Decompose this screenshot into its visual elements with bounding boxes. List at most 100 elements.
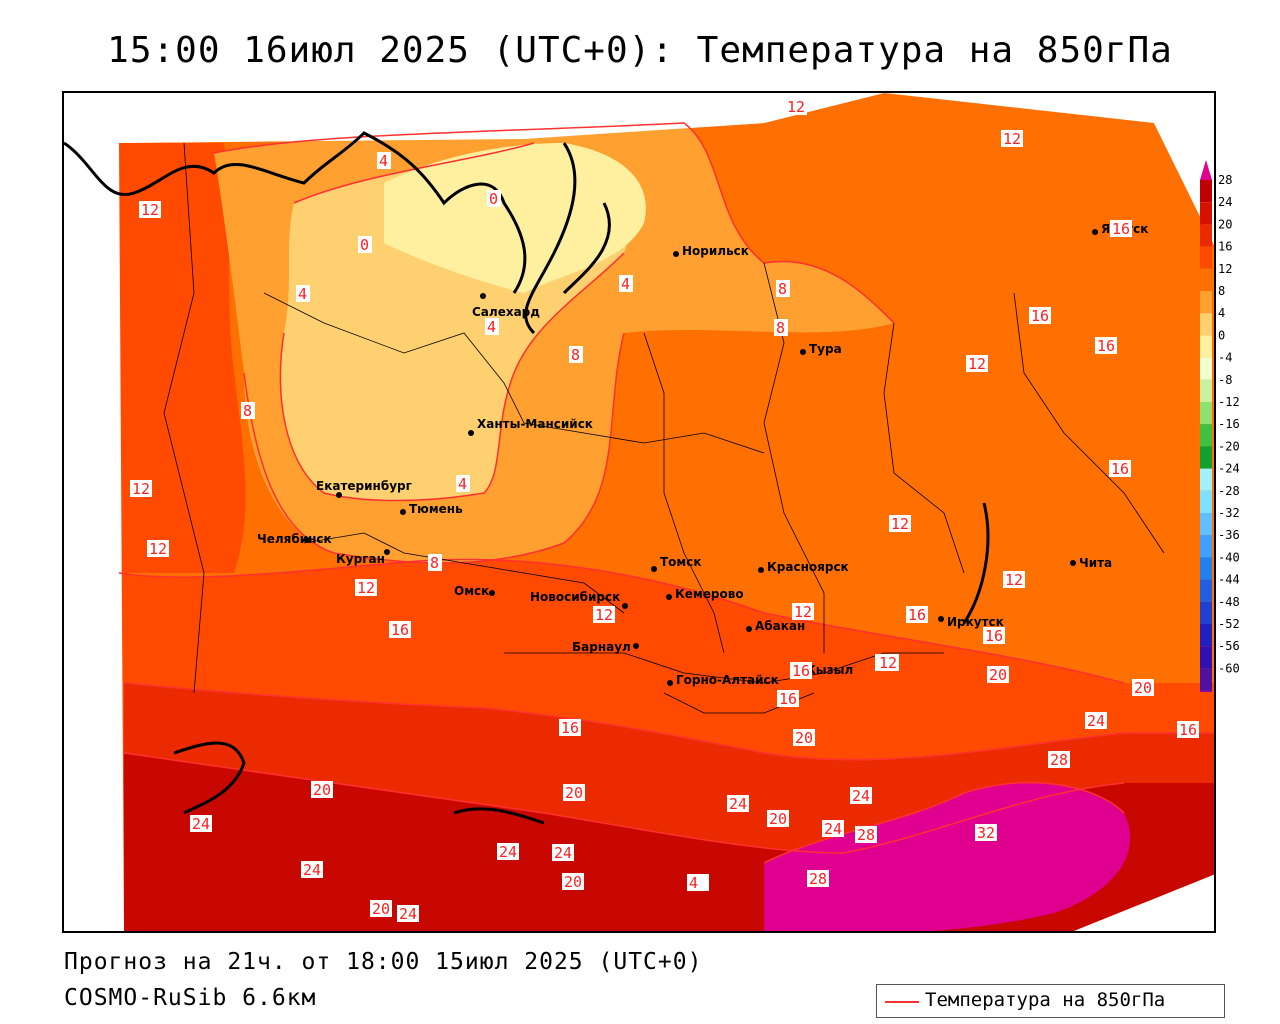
city-abakan: Абакан <box>746 619 805 633</box>
colorbar-tick-label: -16 <box>1218 417 1240 431</box>
svg-text:20: 20 <box>564 873 582 891</box>
colorbar-swatch <box>1200 180 1212 203</box>
svg-text:4: 4 <box>379 152 388 170</box>
outside-domain-ne <box>1154 94 1214 245</box>
svg-text:Салехард: Салехард <box>472 305 540 319</box>
svg-text:4: 4 <box>298 285 307 303</box>
svg-text:12: 12 <box>132 480 150 498</box>
colorbar-tick-label: 24 <box>1218 195 1232 209</box>
legend-label: Температура на 850гПа <box>925 989 1166 1011</box>
svg-text:20: 20 <box>769 810 787 828</box>
svg-text:24: 24 <box>852 787 870 805</box>
colorbar-swatch <box>1200 535 1212 558</box>
svg-text:12: 12 <box>891 515 909 533</box>
colorbar-swatch <box>1200 468 1212 491</box>
colorbar-tick-label: 16 <box>1218 240 1232 254</box>
svg-text:16: 16 <box>1111 460 1129 478</box>
svg-text:8: 8 <box>776 319 785 337</box>
svg-text:16: 16 <box>908 606 926 624</box>
colorbar-tick-label: 20 <box>1218 217 1232 231</box>
colorbar-tick-label: 0 <box>1218 328 1225 342</box>
colorbar-swatch <box>1200 291 1212 314</box>
colorbar-tick-label: -56 <box>1218 639 1240 653</box>
city-chelyabinsk: Челябинск <box>257 532 332 546</box>
outside-domain-nw <box>64 93 884 143</box>
svg-text:12: 12 <box>879 654 897 672</box>
colorbar-tick-label: 4 <box>1218 306 1225 320</box>
svg-text:4: 4 <box>689 874 698 892</box>
city-yekaterinburg: Екатеринбург <box>316 479 412 498</box>
map-canvas: Норильск Якутск Салехард Тура Ханты-Манс… <box>64 93 1214 931</box>
colorbar-swatch <box>1200 246 1212 269</box>
svg-text:20: 20 <box>565 784 583 802</box>
temperature-colorbar: 28 24 20 16 12 8 4 0 -4 -8 -12 -16 -20 -24 -28 -32 -36 -4… <box>1200 160 1240 692</box>
colorbar-swatch <box>1200 424 1212 447</box>
colorbar-swatch <box>1200 513 1212 536</box>
svg-text:8: 8 <box>243 402 252 420</box>
svg-text:16: 16 <box>1179 721 1197 739</box>
city-gorno-altaysk: Горно-Алтайск <box>667 673 779 687</box>
model-line: COSMO-RuSib 6.6км <box>64 985 317 1011</box>
svg-text:Иркутск: Иркутск <box>947 615 1004 629</box>
colorbar-tick-label: 8 <box>1218 284 1225 298</box>
svg-text:Ханты-Мансийск: Ханты-Мансийск <box>477 417 593 431</box>
svg-text:Тура: Тура <box>809 342 842 356</box>
svg-text:12: 12 <box>1003 130 1021 148</box>
colorbar-tick-label: -48 <box>1218 595 1240 609</box>
city-omsk: Омск <box>454 584 495 598</box>
colorbar-swatch <box>1200 268 1212 291</box>
colorbar-tick-label: -44 <box>1218 573 1240 587</box>
svg-text:Новосибирск: Новосибирск <box>530 590 620 604</box>
colorbar-tick-label: -40 <box>1218 550 1240 564</box>
svg-text:20: 20 <box>989 666 1007 684</box>
svg-text:20: 20 <box>313 781 331 799</box>
svg-text:Кызыл: Кызыл <box>806 663 853 677</box>
svg-text:Омск: Омск <box>454 584 489 598</box>
svg-text:16: 16 <box>561 719 579 737</box>
coastlines <box>64 131 990 825</box>
colorbar-tick-label: -12 <box>1218 395 1240 409</box>
colorbar-bottom-triangle <box>1200 690 1212 692</box>
svg-text:24: 24 <box>1087 712 1105 730</box>
svg-text:Горно-Алтайск: Горно-Алтайск <box>676 673 779 687</box>
svg-text:8: 8 <box>778 280 787 298</box>
zone-28 <box>764 782 1131 931</box>
svg-text:24: 24 <box>824 820 842 838</box>
city-barnaul: Барнаул <box>572 640 639 654</box>
city-tura: Тура <box>800 342 842 356</box>
colorbar-tick-label: -24 <box>1218 462 1240 476</box>
colorbar-tick-label: -52 <box>1218 617 1240 631</box>
svg-text:16: 16 <box>779 690 797 708</box>
colorbar-tick-label: -4 <box>1218 351 1232 365</box>
colorbar-tick-label: 28 <box>1218 173 1232 187</box>
svg-text:Кемерово: Кемерово <box>675 587 744 601</box>
legend-line-swatch <box>885 1001 919 1003</box>
svg-text:Барнаул: Барнаул <box>572 640 631 654</box>
city-novosibirsk: Новосибирск <box>530 590 628 609</box>
svg-text:16: 16 <box>1097 337 1115 355</box>
svg-text:Екатеринбург: Екатеринбург <box>316 479 412 493</box>
colorbar-swatch <box>1200 579 1212 602</box>
isotherm-value-labels: 12 12 16 4 0 0 4 4 4 8 8 8 12 16 16 12 1… <box>130 98 1199 923</box>
svg-text:Челябинск: Челябинск <box>257 532 332 546</box>
colorbar-swatch <box>1200 624 1212 647</box>
svg-text:20: 20 <box>1134 679 1152 697</box>
svg-text:Тюмень: Тюмень <box>409 502 463 516</box>
svg-text:16: 16 <box>1112 220 1130 238</box>
svg-text:Томск: Томск <box>660 555 702 569</box>
colorbar-swatch <box>1200 601 1212 624</box>
city-irkutsk: Иркутск <box>938 615 1004 629</box>
outside-domain-se <box>1073 874 1214 931</box>
colorbar-swatch <box>1200 490 1212 513</box>
svg-text:16: 16 <box>1031 307 1049 325</box>
svg-text:12: 12 <box>794 603 812 621</box>
svg-text:20: 20 <box>795 729 813 747</box>
svg-text:20: 20 <box>372 900 390 918</box>
svg-text:0: 0 <box>360 236 369 254</box>
svg-text:24: 24 <box>554 844 572 862</box>
svg-text:24: 24 <box>729 795 747 813</box>
city-kemerovo: Кемерово <box>666 587 744 601</box>
svg-text:24: 24 <box>499 843 517 861</box>
svg-text:28: 28 <box>857 826 875 844</box>
svg-text:Курган: Курган <box>336 552 385 566</box>
